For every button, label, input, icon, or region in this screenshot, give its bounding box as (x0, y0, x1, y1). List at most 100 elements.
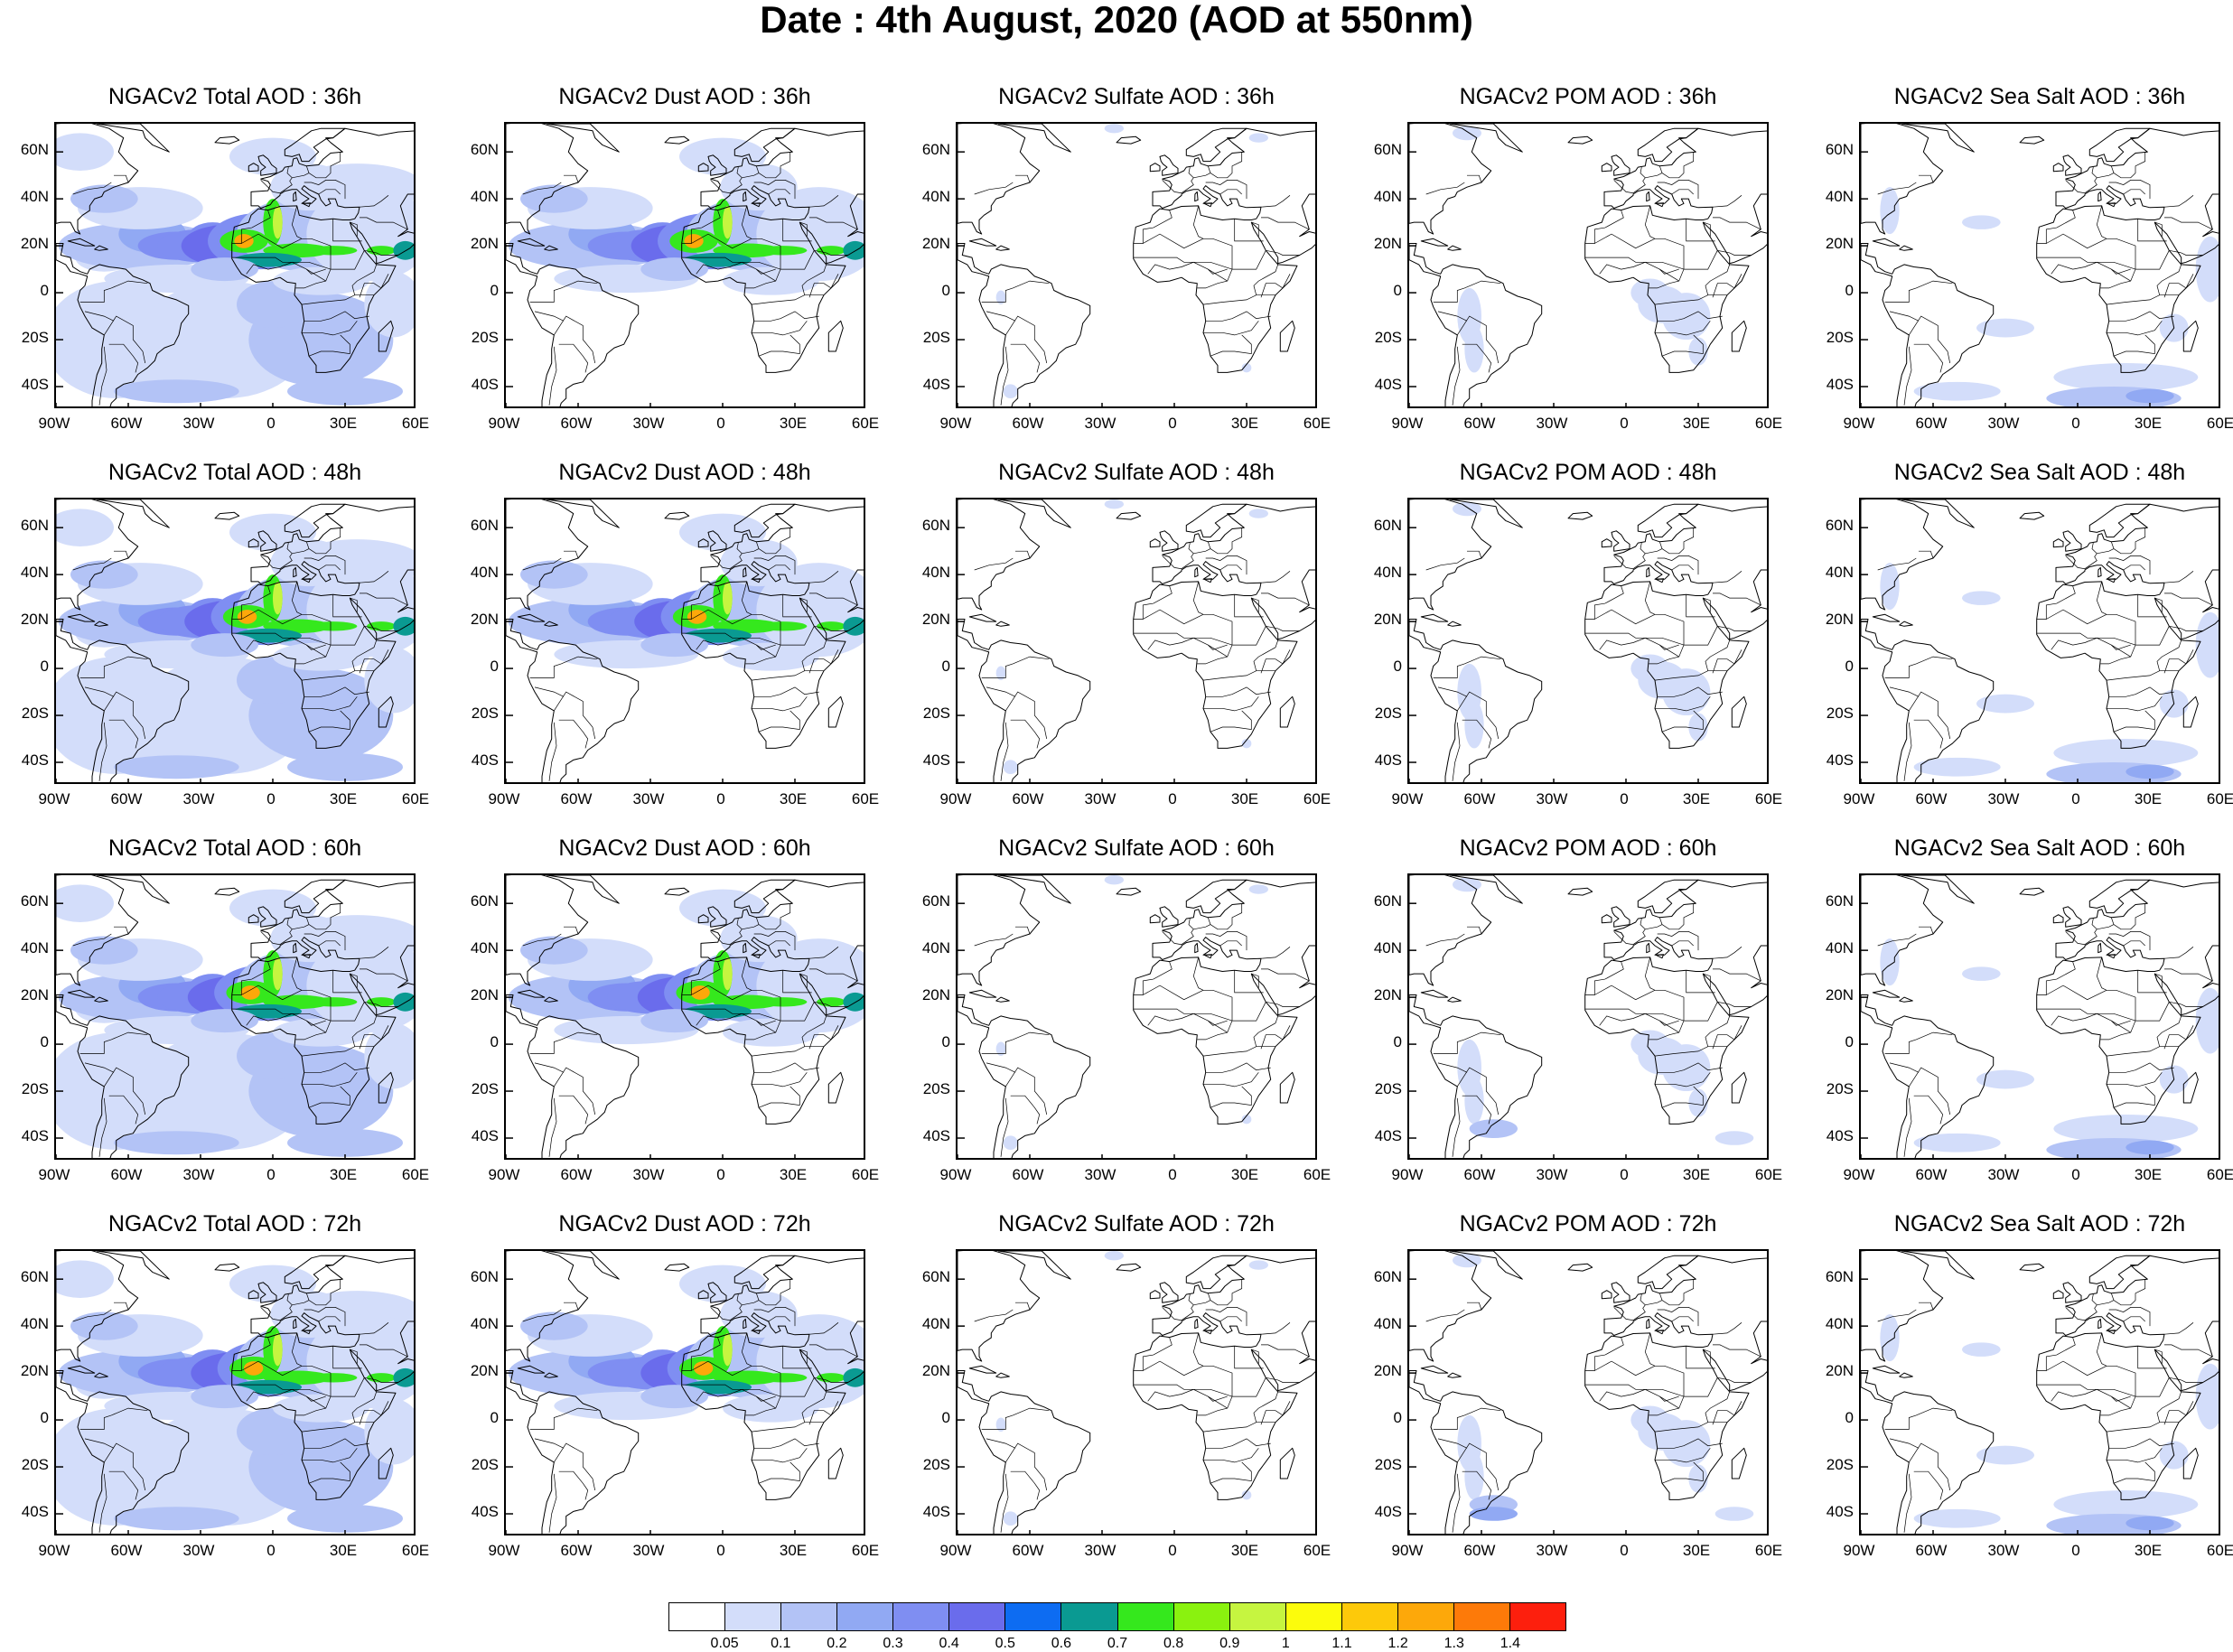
lon-label: 60E (1303, 790, 1331, 807)
country-border (799, 973, 808, 988)
country-border (1903, 1473, 1912, 1533)
aod-patch (1913, 381, 2001, 401)
country-border (359, 1025, 389, 1050)
country-border (1210, 152, 1243, 179)
country-border (986, 686, 1016, 697)
country-border (2108, 1438, 2174, 1449)
country-border (1877, 557, 1917, 571)
country-border (1644, 581, 1685, 665)
country-border (1884, 656, 1953, 678)
coastline (752, 202, 761, 208)
country-border (2163, 571, 2194, 583)
coastline (1901, 124, 1975, 153)
country-border (1232, 1377, 1266, 1397)
lat-label: 0 (941, 1409, 950, 1427)
country-border (974, 933, 1014, 947)
lon-label: 90W (488, 1166, 520, 1183)
lon-label: 30E (1230, 1166, 1259, 1183)
aod-patch (1688, 1088, 1708, 1117)
coastline (995, 1372, 1010, 1378)
country-border (814, 625, 848, 631)
lon-label: 0 (1168, 415, 1177, 432)
aod-patch (1662, 293, 1711, 341)
country-border (529, 1407, 598, 1430)
lon-label: 60W (110, 1542, 143, 1559)
country-border (1645, 165, 1663, 179)
country-border (1645, 541, 1663, 555)
country-border (1703, 221, 1711, 237)
coastline (1133, 127, 1315, 373)
lat-label: 0 (490, 1409, 499, 1427)
aod-field-svg (1861, 124, 2219, 406)
country-border (231, 961, 271, 995)
lon-label: 60W (110, 415, 143, 432)
country-border (2156, 1391, 2182, 1423)
country-border (1205, 1062, 1271, 1073)
lat-label: 0 (941, 1033, 950, 1051)
panel-title: NGACv2 Sea Salt AOD : 36h (1893, 84, 2186, 109)
country-border (1657, 555, 1699, 575)
country-border (768, 1316, 790, 1322)
aod-patch (1688, 337, 1708, 366)
coastline (544, 996, 558, 1003)
coastline (1194, 566, 1199, 578)
aod-patch (640, 257, 708, 282)
country-border (1671, 1316, 1694, 1322)
lon-label: 30W (632, 790, 665, 807)
country-border (2106, 1422, 2179, 1433)
country-border (2135, 250, 2170, 270)
coastline (257, 1282, 277, 1303)
coastline (664, 135, 690, 145)
country-border (1133, 961, 1173, 995)
country-border (2097, 165, 2115, 179)
country-border (114, 550, 129, 559)
lat-label: 40S (1826, 376, 1854, 394)
country-border (1661, 903, 1695, 930)
map-area (956, 122, 1317, 408)
coastline (2052, 163, 2064, 173)
lon-label: 0 (266, 415, 276, 432)
aod-field-svg (1861, 1251, 2219, 1534)
aod-patch (309, 621, 358, 631)
country-border (534, 686, 565, 697)
aod-patch (679, 1265, 766, 1303)
coastline (707, 1282, 727, 1303)
country-border (981, 1407, 1050, 1430)
coastline (743, 1318, 747, 1330)
coastline (1567, 887, 1593, 896)
lon-label: 90W (38, 1542, 70, 1559)
country-border (1657, 1307, 1699, 1327)
country-border (1253, 639, 1279, 671)
colorbar-tick-label: 0.9 (1219, 1636, 1240, 1651)
coastline (302, 1330, 312, 1335)
aod-patch (2126, 764, 2174, 779)
lat-label: 40S (1826, 1127, 1854, 1145)
coastline (1899, 621, 1913, 627)
country-border (331, 1002, 365, 1022)
country-border (758, 1279, 791, 1306)
aod-patch (229, 889, 316, 928)
country-border (2065, 919, 2098, 946)
lon-label: 60W (1463, 790, 1496, 807)
coastline (214, 887, 240, 896)
country-border (1162, 1294, 1194, 1321)
country-border (104, 691, 146, 740)
coastline (94, 1372, 108, 1378)
country-border (741, 581, 781, 665)
lon-label: 0 (1620, 1542, 1629, 1559)
country-border (308, 1279, 341, 1306)
country-border (1584, 257, 1685, 270)
country-border (360, 593, 408, 606)
coastline (827, 1071, 844, 1104)
country-border (2108, 1307, 2151, 1327)
country-border (681, 257, 781, 270)
lat-label: 60N (470, 1268, 499, 1286)
coastline (506, 1251, 589, 1362)
country-border (1202, 1422, 1275, 1433)
lon-label: 90W (939, 1542, 972, 1559)
lat-label: 20N (20, 611, 49, 629)
country-border (1913, 1095, 1944, 1125)
aod-field-svg (506, 1251, 864, 1534)
country-border (753, 1307, 796, 1327)
country-border (1260, 1322, 1291, 1335)
